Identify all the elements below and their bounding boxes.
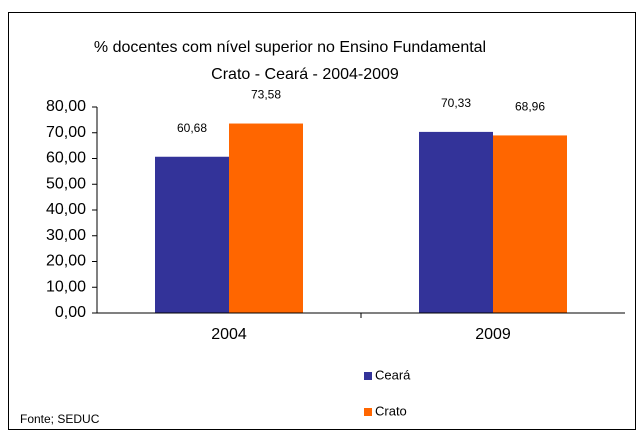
legend-swatch — [364, 372, 372, 380]
y-tick-label: 20,00 — [46, 253, 86, 270]
bar — [419, 131, 493, 313]
value-label: 68,96 — [515, 100, 545, 114]
y-tick-label: 40,00 — [46, 201, 86, 218]
value-label: 73,58 — [251, 88, 281, 102]
bar — [155, 156, 229, 313]
value-label: 70,33 — [441, 96, 471, 110]
bar — [229, 123, 303, 314]
y-tick-label: 30,00 — [46, 227, 86, 244]
y-tick-label: 70,00 — [46, 124, 86, 141]
bar — [493, 135, 567, 313]
legend-label: Crato — [375, 403, 407, 418]
chart-title: % docentes com nível superior no Ensino … — [94, 39, 486, 56]
x-tick-label: 2009 — [475, 326, 511, 343]
legend-label: Ceará — [375, 367, 411, 382]
legend-swatch — [364, 408, 372, 416]
y-tick-label: 10,00 — [46, 278, 86, 295]
y-tick-label: 80,00 — [46, 98, 86, 115]
value-label: 60,68 — [177, 121, 207, 135]
y-tick-label: 50,00 — [46, 175, 86, 192]
source-note: Fonte; SEDUC — [20, 412, 100, 426]
y-tick-label: 0,00 — [55, 304, 86, 321]
x-tick-label: 2004 — [211, 326, 247, 343]
y-tick-label: 60,00 — [46, 150, 86, 167]
chart-subtitle: Crato - Ceará - 2004-2009 — [211, 66, 399, 83]
